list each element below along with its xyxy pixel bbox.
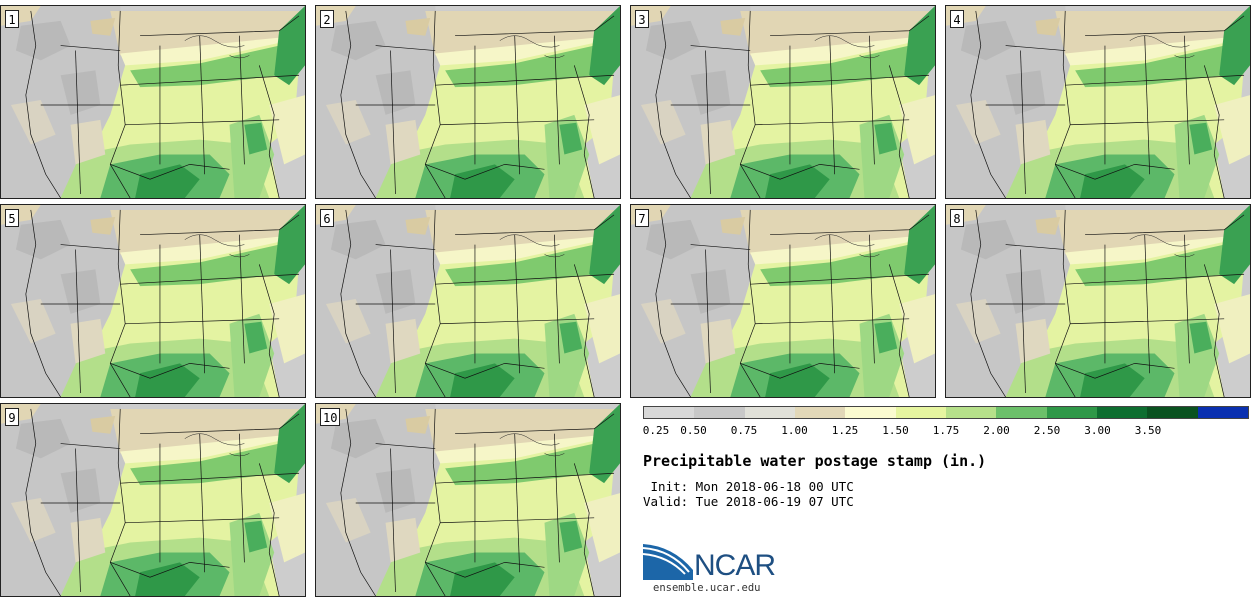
stamp-7[interactable]: 7 <box>630 204 936 398</box>
stamp-6[interactable]: 6 <box>315 204 621 398</box>
pw-map <box>631 205 935 397</box>
colorbar-segment <box>996 407 1047 418</box>
logo-url[interactable]: ensemble.ucar.edu <box>653 582 761 594</box>
stamp-3[interactable]: 3 <box>630 5 936 199</box>
pw-map <box>316 6 620 198</box>
init-time: Init: Mon 2018-06-18 00 UTC <box>643 479 854 494</box>
colorbar-tick-label: 2.50 <box>1033 424 1061 437</box>
colorbar-segment <box>1147 407 1198 418</box>
colorbar-tick-label: 0.50 <box>680 424 707 437</box>
stamp-10[interactable]: 10 <box>315 403 621 597</box>
colorbar-segment <box>794 407 846 418</box>
pw-map <box>631 6 935 198</box>
colorbar-segment <box>644 407 695 418</box>
colorbar-segment <box>945 407 997 418</box>
colorbar-segment <box>694 407 745 418</box>
member-label: 8 <box>950 209 964 227</box>
colorbar-tick-label: 2.00 <box>983 424 1010 437</box>
stamp-8[interactable]: 8 <box>945 204 1251 398</box>
pw-map <box>946 6 1250 198</box>
pw-map <box>316 205 620 397</box>
colorbar-tick-label: 3.00 <box>1084 424 1111 437</box>
logo-name: NCAR <box>694 549 776 582</box>
stamp-5[interactable]: 5 <box>0 204 306 398</box>
valid-time: Valid: Tue 2018-06-19 07 UTC <box>643 494 854 509</box>
member-label: 3 <box>635 10 649 28</box>
colorbar-segment <box>744 407 795 418</box>
ncar-logo-icon <box>643 540 693 580</box>
pw-map <box>1 205 305 397</box>
member-label: 7 <box>635 209 649 227</box>
colorbar-segment <box>895 407 946 418</box>
colorbar-tick-label: 1.75 <box>932 424 960 437</box>
colorbar-tick-label: 3.50 <box>1134 424 1162 437</box>
colorbar-segment <box>845 407 896 418</box>
stamp-9[interactable]: 9 <box>0 403 306 597</box>
member-label: 1 <box>5 10 19 28</box>
colorbar-tick-label: 0.25 <box>642 424 670 437</box>
member-label: 5 <box>5 209 19 227</box>
pw-map <box>316 404 620 596</box>
member-label: 9 <box>5 408 19 426</box>
colorbar-segment <box>1096 407 1148 418</box>
member-label: 4 <box>950 10 964 28</box>
pw-map <box>1 404 305 596</box>
stamp-1[interactable]: 1 <box>0 5 306 199</box>
colorbar <box>643 406 1249 419</box>
pw-map <box>1 6 305 198</box>
colorbar-tick-label: 1.00 <box>781 424 808 437</box>
stamp-2[interactable]: 2 <box>315 5 621 199</box>
colorbar-tick-label: 1.25 <box>831 424 859 437</box>
colorbar-tick-label: 1.50 <box>882 424 909 437</box>
member-label: 10 <box>320 408 341 426</box>
colorbar-segment <box>1197 407 1248 418</box>
member-label: 6 <box>320 209 334 227</box>
member-label: 2 <box>320 10 334 28</box>
colorbar-tick-label: 0.75 <box>730 424 758 437</box>
stamp-4[interactable]: 4 <box>945 5 1251 199</box>
colorbar-segment <box>1046 407 1097 418</box>
chart-title: Precipitable water postage stamp (in.) <box>643 452 987 470</box>
pw-map <box>946 205 1250 397</box>
